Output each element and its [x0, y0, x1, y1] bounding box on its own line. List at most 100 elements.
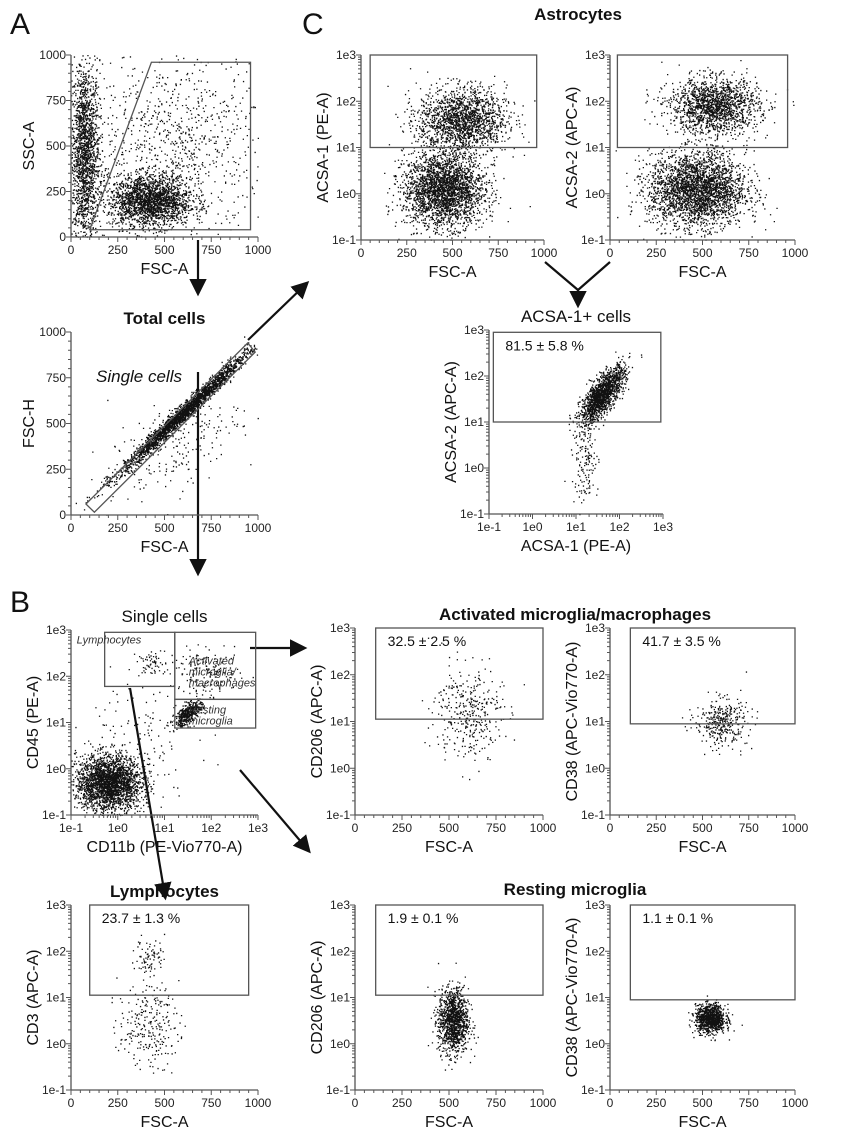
gate-rect[interactable] [375, 904, 544, 996]
x-tick-label: 0 [607, 246, 614, 260]
scatter-panel-b1: 1e-1 1e0 1e1 1e2 1e3 1e-1 1e0 1e1 1e2 1e3 CD11b (P… [25, 607, 268, 856]
gate-rect[interactable] [492, 331, 662, 423]
x-tick-label: 1000 [531, 246, 558, 260]
gate-polygon[interactable] [85, 342, 257, 514]
x-axis-label: FSC-A [141, 1114, 189, 1131]
y-tick-label: 1e3 [46, 898, 66, 912]
x-tick-label: 1000 [782, 821, 809, 835]
y-tick-label: 1e-1 [581, 808, 605, 822]
y-tick-label: 1e3 [464, 323, 484, 337]
y-tick-label: 1000 [39, 48, 66, 62]
y-tick-label: 1e3 [330, 898, 350, 912]
x-tick-label: 750 [488, 246, 508, 260]
y-tick-label: 1e2 [585, 668, 605, 682]
gate-rect[interactable] [89, 904, 250, 996]
y-tick-label: 1e-1 [332, 233, 356, 247]
x-axis-label: FSC-A [679, 264, 727, 281]
axis-ticks [605, 627, 796, 820]
gate-rect[interactable] [375, 627, 544, 720]
panel-letter-a: A [10, 8, 30, 41]
y-tick-label: 1e3 [330, 621, 350, 635]
gate-percentage: 81.5 ± 5.8 % [505, 337, 584, 353]
data-points [75, 336, 259, 516]
gate-rect[interactable] [174, 698, 257, 729]
y-tick-label: 1e0 [330, 1037, 350, 1051]
y-tick-label: 1e2 [464, 369, 484, 383]
y-tick-label: 1e1 [464, 415, 484, 429]
data-point-cloud [688, 995, 743, 1042]
scatter-panel-a2: 0 250 500 750 1000 0 250 500 750 1000 FSC-A FSC-H To… [21, 309, 272, 556]
panel-letter-b: B [10, 586, 30, 619]
y-tick-label: 500 [46, 417, 66, 431]
y-axis-label: CD3 (APC-A) [25, 949, 42, 1045]
gate-annotation: Single cells [96, 367, 182, 386]
gate-rect[interactable] [616, 54, 789, 149]
x-tick-label: 250 [646, 246, 666, 260]
merge-lines-c [544, 261, 611, 292]
x-tick-label: 1e-1 [477, 520, 501, 534]
y-tick-label: 1e3 [46, 623, 66, 637]
data-point-cloud [71, 55, 259, 238]
data-points [681, 671, 759, 756]
y-tick-label: 1e3 [585, 621, 605, 635]
gate-polygon[interactable] [88, 61, 252, 231]
y-axis-label: CD206 (APC-A) [309, 941, 326, 1055]
x-tick-label: 0 [352, 1096, 359, 1110]
y-tick-label: 1e1 [46, 716, 66, 730]
y-tick-label: 1e1 [585, 141, 605, 155]
x-tick-label: 250 [108, 1096, 128, 1110]
data-points [384, 68, 536, 241]
scatter-panel-a1: 0 250 500 750 1000 0 250 500 750 1000 FSC-A SSC-A [21, 48, 272, 278]
x-axis-label: FSC-A [141, 261, 189, 278]
x-tick-label: 500 [154, 243, 174, 257]
x-tick-label: 500 [442, 246, 462, 260]
scatter-panel-c3: 1e-1 1e0 1e1 1e2 1e3 1e-1 1e0 1e1 1e2 1e3 ACSA-1 (… [443, 307, 673, 555]
data-point-cloud [615, 60, 795, 241]
y-tick-label: 1e0 [585, 761, 605, 775]
x-tick-label: 750 [201, 521, 221, 535]
x-tick-label: 1e1 [566, 520, 586, 534]
y-tick-label: 1e-1 [460, 507, 484, 521]
scatter-panel-c2: 0 250 500 750 1000 1e-1 1e0 1e1 1e2 1e3 FSC-A ACSA-… [564, 48, 809, 281]
y-tick-label: 0 [59, 230, 66, 244]
x-tick-label: 750 [486, 1096, 506, 1110]
gate-rect[interactable] [369, 54, 538, 149]
x-tick-label: 250 [392, 821, 412, 835]
x-tick-label: 1000 [782, 1096, 809, 1110]
x-tick-label: 250 [397, 246, 417, 260]
x-axis-label: FSC-A [425, 1114, 473, 1131]
y-tick-label: 1e-1 [581, 1083, 605, 1097]
x-tick-label: 1000 [782, 246, 809, 260]
x-tick-label: 0 [68, 521, 75, 535]
x-tick-label: 750 [201, 1096, 221, 1110]
x-tick-label: 1e1 [154, 821, 174, 835]
y-axis-label: CD38 (APC-Vio770-A) [564, 642, 581, 802]
y-tick-label: 1e1 [46, 991, 66, 1005]
scatter-panel-b2: 0 250 500 750 1000 1e-1 1e0 1e1 1e2 1e3 FSC-A CD206… [309, 621, 557, 856]
y-tick-label: 1e1 [330, 991, 350, 1005]
x-tick-label: 1e2 [201, 821, 221, 835]
data-points [688, 995, 743, 1042]
x-tick-label: 0 [607, 821, 614, 835]
y-axis-label: ACSA-2 (APC-A) [564, 87, 581, 209]
gate-rect[interactable] [629, 904, 796, 1001]
y-tick-label: 1e0 [336, 187, 356, 201]
y-tick-label: 1e2 [336, 94, 356, 108]
data-points [71, 644, 254, 817]
axis-ticks [605, 904, 796, 1095]
y-tick-label: 1e3 [585, 48, 605, 62]
y-tick-label: 1e3 [336, 48, 356, 62]
gate-percentage: 1.1 ± 0.1 % [642, 910, 713, 926]
y-tick-label: 1e-1 [42, 1083, 66, 1097]
gate-percentage: 32.5 ± 2.5 % [388, 633, 467, 649]
axis-ticks [356, 54, 545, 245]
y-tick-label: 1e1 [330, 715, 350, 729]
data-point-cloud [71, 644, 254, 817]
gate-rect[interactable] [629, 627, 796, 725]
data-points [564, 351, 643, 516]
axis-ticks [605, 54, 796, 245]
group-title-activated: Activated microglia/macrophages [439, 605, 711, 624]
y-tick-label: 250 [46, 462, 66, 476]
x-tick-label: 0 [358, 246, 365, 260]
y-tick-label: 1e2 [46, 669, 66, 683]
